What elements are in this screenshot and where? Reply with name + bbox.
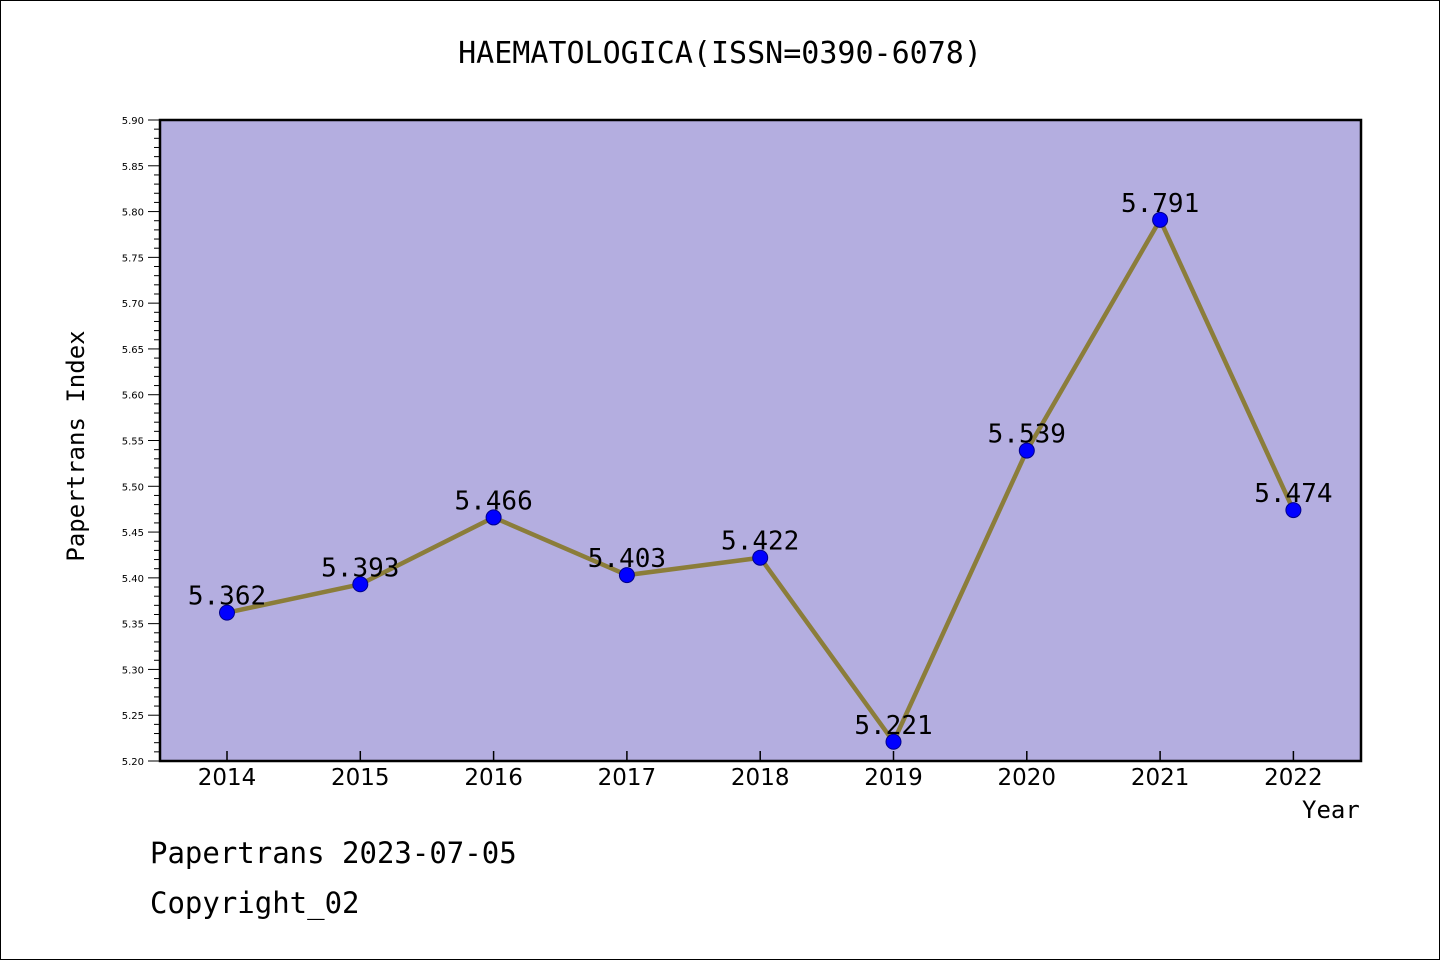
y-tick-label: 5.45 (122, 528, 144, 539)
data-label: 5.403 (588, 544, 666, 574)
data-point-marker (885, 733, 902, 750)
footer-copyright: Copyright_02 (150, 886, 360, 920)
markers-group (219, 211, 1302, 750)
data-label: 5.791 (1121, 189, 1199, 219)
x-tick-label: 2019 (864, 765, 923, 791)
x-tick-label: 2021 (1131, 765, 1190, 791)
data-label: 5.474 (1254, 479, 1332, 509)
data-point-marker (485, 509, 502, 526)
data-label: 5.539 (988, 420, 1066, 450)
y-tick-label: 5.40 (122, 574, 144, 585)
data-label: 5.362 (188, 582, 266, 612)
y-tick-label: 5.35 (122, 620, 144, 631)
data-point-marker (1018, 442, 1035, 459)
y-tick-label: 5.55 (122, 437, 144, 448)
x-axis: 2014 2015 2016 2017 2018 2019 2020 2021 2022 (198, 751, 1323, 791)
chart-title: HAEMATOLOGICA(ISSN=0390-6078) (458, 36, 982, 71)
x-tick-label: 2018 (731, 765, 790, 791)
y-tick-label: 5.65 (122, 345, 144, 356)
y-tick-label: 5.50 (122, 482, 144, 493)
x-tick-label: 2016 (464, 765, 523, 791)
y-tick-label: 5.70 (122, 299, 144, 310)
y-tick-label: 5.85 (122, 162, 144, 173)
x-tick-label: 2014 (198, 765, 257, 791)
y-tick-label: 5.20 (122, 757, 144, 768)
data-point-marker (1152, 211, 1169, 228)
data-label: 5.422 (721, 527, 799, 557)
x-axis-label: Year (1302, 796, 1360, 824)
data-point-marker (618, 567, 635, 584)
y-axis: 5.20 5.25 5.30 5.35 5.40 5.45 5.50 5.55 5.60 5.65… (122, 116, 160, 768)
x-tick-label: 2020 (998, 765, 1057, 791)
footer-date: Papertrans 2023-07-05 (150, 836, 517, 870)
x-tick-label: 2022 (1264, 765, 1323, 791)
data-point-marker (352, 576, 369, 593)
data-point-marker (752, 549, 769, 566)
x-tick-label: 2017 (598, 765, 657, 791)
y-tick-label: 5.90 (122, 116, 144, 127)
y-tick-label: 5.60 (122, 391, 144, 402)
y-tick-label: 5.30 (122, 665, 144, 676)
y-tick-label: 5.75 (122, 253, 144, 264)
data-point-marker (1285, 502, 1302, 519)
plot-border (158, 118, 1363, 763)
y-tick-label: 5.80 (122, 208, 144, 219)
data-label: 5.221 (854, 711, 932, 741)
y-tick-label: 5.25 (122, 711, 144, 722)
x-tick-label: 2015 (331, 765, 390, 791)
data-labels-group: 5.362 5.393 5.466 5.403 5.422 5.221 5.539 5.791… (188, 189, 1333, 741)
data-label: 5.393 (321, 553, 399, 583)
data-label: 5.466 (454, 486, 532, 516)
data-point-marker (219, 604, 235, 621)
